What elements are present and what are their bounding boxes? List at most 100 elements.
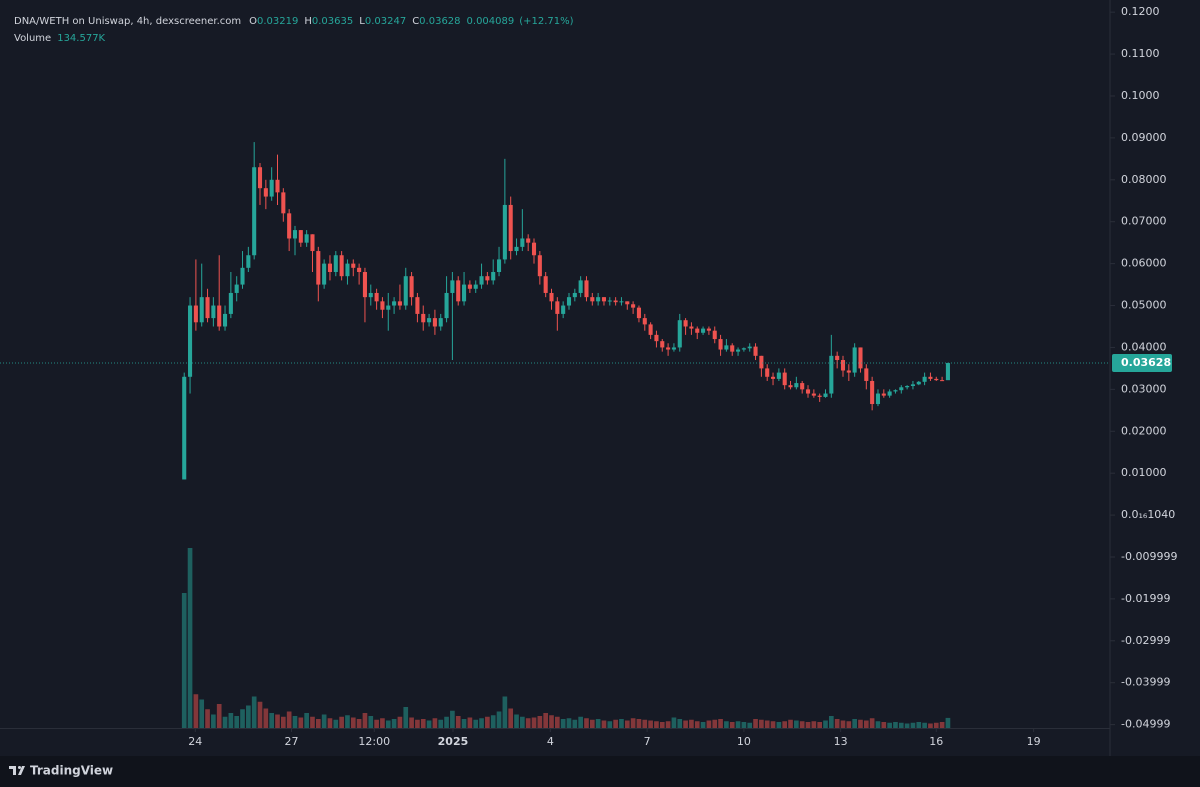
candle-body: [671, 347, 676, 350]
volume-bar: [829, 716, 834, 728]
open-prefix: O: [249, 16, 257, 27]
header: DNA/WETH on Uniswap, 4h, dexscreener.com…: [14, 16, 574, 27]
candle-body: [473, 284, 478, 289]
volume-bar: [374, 719, 379, 728]
symbol: DNA/WETH on Uniswap, 4h, dexscreener.com: [14, 16, 241, 27]
y-tick-label: -0.009999: [1121, 550, 1177, 563]
candle-body: [205, 297, 210, 319]
candle-body: [736, 349, 741, 352]
volume-bar: [764, 720, 770, 728]
volume-bar: [677, 719, 683, 728]
volume-bar: [584, 718, 589, 728]
candle-body: [304, 234, 309, 243]
candle-body: [631, 304, 636, 308]
candle-body: [718, 339, 723, 350]
candle-body: [537, 255, 542, 277]
footer-bar: [0, 756, 1200, 787]
volume-header: Volume 134.577K: [14, 33, 106, 44]
volume-bar: [904, 723, 910, 728]
logo-icon: [9, 766, 25, 775]
volume-bar: [391, 719, 397, 728]
candle-body: [893, 390, 898, 392]
volume-bar: [560, 719, 566, 728]
volume-bar: [648, 720, 653, 728]
candle-body: [380, 301, 385, 310]
volume-bar: [385, 720, 391, 728]
volume-bar: [846, 721, 852, 728]
volume-bar: [805, 722, 811, 728]
candle-body: [759, 355, 764, 369]
y-tick-label: 0.07000: [1121, 215, 1167, 228]
candle-body: [462, 284, 467, 302]
volume-bar: [380, 718, 385, 728]
volume-bar: [403, 707, 409, 728]
volume-bar: [840, 720, 846, 728]
candle-body: [770, 376, 776, 379]
volume-bar: [269, 713, 275, 728]
candle-body: [572, 292, 577, 298]
candle-body: [257, 167, 263, 189]
volume-bar: [455, 716, 461, 728]
volume-bar: [508, 708, 514, 728]
volume-bar: [409, 717, 414, 728]
candle-body: [508, 204, 513, 252]
candle-body: [496, 259, 502, 273]
volume-bar: [555, 716, 560, 728]
candle-body: [456, 280, 461, 302]
candle-body: [584, 280, 589, 298]
volume-bar: [642, 719, 648, 728]
candle-body: [811, 393, 816, 396]
candle-body: [875, 393, 881, 405]
volume-bar: [298, 717, 304, 728]
candle-body: [835, 355, 840, 361]
candle-body: [561, 305, 566, 314]
volume-bar: [333, 719, 339, 728]
candle-body: [403, 276, 408, 306]
candle-body: [555, 301, 560, 314]
plot: 0.1200 0.1100 0.1000 0.09000 0.08000 0.07000 0…: [0, 5, 1177, 748]
candle-body: [899, 387, 904, 391]
volume-bar: [345, 715, 350, 728]
candle-body: [578, 280, 583, 293]
volume-bar: [537, 716, 543, 728]
volume-bar: [747, 722, 753, 728]
volume-bar: [234, 716, 240, 728]
change-pct: (+12.71%): [519, 16, 573, 27]
volume-bar: [613, 719, 618, 728]
candle-body: [188, 305, 193, 377]
candle-body: [351, 263, 356, 268]
candle-body: [887, 391, 892, 396]
candle-body: [765, 368, 770, 377]
candle-body: [619, 301, 624, 303]
volume-bar: [496, 711, 502, 728]
candle-body: [409, 276, 414, 298]
volume-bar: [280, 716, 286, 728]
candle-body: [712, 330, 717, 340]
candle-body: [945, 363, 950, 381]
volume-bar: [898, 722, 904, 728]
open-value: 0.03219: [257, 16, 298, 27]
candle-body: [269, 179, 274, 197]
candle-body: [374, 292, 379, 302]
volume-bar: [415, 719, 420, 728]
volume-bar: [490, 715, 496, 728]
last-price-label: 0.03628: [1121, 356, 1171, 369]
volume-bar: [922, 722, 927, 728]
candle-body: [858, 347, 863, 369]
volume-bar: [589, 719, 595, 728]
candle-body: [479, 276, 484, 285]
candle-body: [934, 378, 939, 381]
volume-bar: [251, 696, 257, 728]
volume-bar: [566, 718, 572, 728]
change: 0.004089: [467, 16, 515, 27]
x-tick-label: 13: [834, 735, 848, 748]
candle-body: [217, 305, 222, 327]
candle-body: [421, 313, 426, 323]
candle-body: [922, 376, 927, 382]
volume-bar: [852, 719, 857, 728]
volume-bar: [636, 719, 642, 728]
volume-bar: [928, 723, 933, 728]
volume-bar: [694, 721, 700, 728]
candle-body: [566, 297, 572, 306]
volume-bar: [770, 721, 776, 728]
